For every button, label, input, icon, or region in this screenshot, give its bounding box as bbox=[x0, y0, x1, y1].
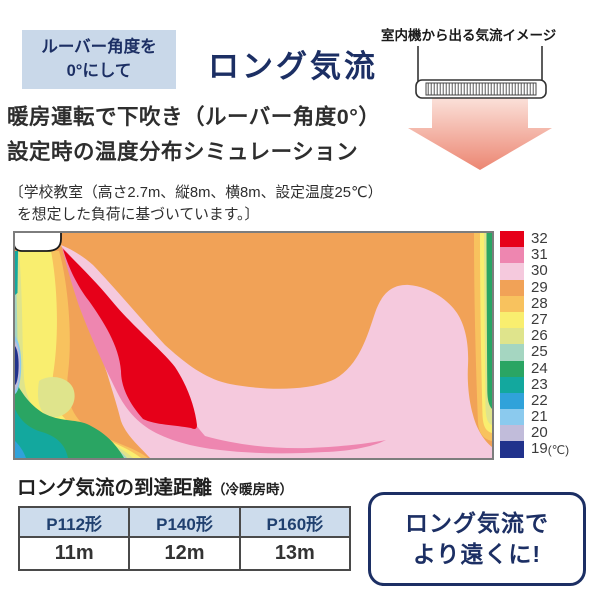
indoor-unit-box bbox=[15, 233, 62, 252]
contour-23-left bbox=[15, 409, 68, 458]
legend-swatch bbox=[500, 344, 524, 361]
legend-swatch bbox=[500, 231, 524, 248]
table-value-cell: 13m bbox=[238, 536, 352, 571]
reach-heading-note: （冷暖房時） bbox=[212, 482, 294, 497]
legend-item: 26 bbox=[500, 327, 569, 345]
contour-26-pocket bbox=[37, 376, 75, 418]
description-line-1: 暖房運転で下吹き（ルーバー角度0°） bbox=[7, 105, 381, 129]
legend-swatch bbox=[500, 360, 524, 377]
legend-item: 25 bbox=[500, 344, 569, 361]
legend-swatch bbox=[500, 328, 524, 345]
callout-line-1: ロング気流で bbox=[405, 509, 549, 536]
legend-item: 30 bbox=[500, 263, 569, 280]
legend-swatch bbox=[500, 311, 524, 329]
legend-swatch bbox=[500, 392, 524, 410]
table-value-row: 11m 12m 13m bbox=[17, 536, 352, 571]
long-airflow-callout: ロング気流で より遠くに! bbox=[368, 492, 586, 586]
table-header-cell: P160形 bbox=[238, 506, 352, 538]
legend-item: 28 bbox=[500, 295, 569, 312]
louver-angle-badge: ルーバー角度を 0°にして bbox=[22, 30, 176, 89]
ceiling-unit-outline bbox=[415, 46, 547, 99]
legend-item: 20 bbox=[500, 425, 569, 442]
legend-item: 23 bbox=[500, 376, 569, 393]
legend-item: 22 bbox=[500, 392, 569, 410]
legend-swatch bbox=[500, 279, 524, 296]
legend-item: 24 bbox=[500, 360, 569, 377]
vent-grille bbox=[425, 82, 537, 96]
description-line-2: 設定時の温度分布シミュレーション bbox=[7, 140, 359, 164]
badge-line-1: ルーバー角度を bbox=[41, 37, 157, 56]
condition-note-line-1: 〔学校教室（高さ2.7m、縦8m、横8m、設定温度25℃） bbox=[9, 185, 383, 201]
table-header-cell: P112形 bbox=[17, 506, 131, 538]
legend-swatch bbox=[500, 295, 524, 312]
legend-item: 21 bbox=[500, 408, 569, 426]
reach-distance-heading: ロング気流の到達距離（冷暖房時） bbox=[17, 477, 294, 499]
legend-item: 31 bbox=[500, 246, 569, 264]
legend-swatch bbox=[500, 409, 524, 426]
temperature-legend: 32 31 30 29 28 27 26 25 24 23 22 21 20 1… bbox=[500, 230, 569, 458]
temperature-distribution-heatmap bbox=[13, 231, 494, 460]
condition-note-line-2: を想定した負荷に基づいています。〕 bbox=[17, 207, 260, 223]
legend-item: 32 bbox=[500, 230, 569, 248]
legend-swatch bbox=[500, 441, 524, 458]
legend-item: 29 bbox=[500, 279, 569, 296]
legend-swatch bbox=[500, 263, 524, 280]
reach-distance-table: P112形 P140形 P160形 11m 12m 13m bbox=[17, 506, 352, 571]
contour-24-right bbox=[486, 233, 492, 409]
legend-item: 27 bbox=[500, 311, 569, 329]
contour-19-wall-sliver bbox=[15, 346, 19, 385]
legend-item: 19 (℃) bbox=[500, 441, 569, 458]
table-header-cell: P140形 bbox=[128, 506, 241, 538]
contour-32-core bbox=[63, 249, 197, 429]
heatmap-border bbox=[13, 231, 494, 460]
contour-23-wall-sliver bbox=[15, 251, 18, 295]
contour-22-corner bbox=[15, 441, 26, 458]
table-value-cell: 12m bbox=[128, 536, 241, 571]
table-value-cell: 11m bbox=[17, 536, 131, 571]
legend-swatch bbox=[500, 376, 524, 393]
callout-line-2: より遠くに! bbox=[412, 541, 542, 567]
legend-swatch bbox=[500, 425, 524, 442]
badge-line-2: 0°にして bbox=[66, 61, 132, 80]
page-title: ロング気流 bbox=[208, 49, 378, 84]
airflow-image-label: 室内機から出る気流イメージ bbox=[381, 28, 557, 43]
indoor-unit-illustration bbox=[408, 46, 552, 170]
table-header-row: P112形 P140形 P160形 bbox=[17, 506, 352, 538]
airflow-arrow bbox=[408, 96, 552, 170]
legend-swatch bbox=[500, 247, 524, 264]
